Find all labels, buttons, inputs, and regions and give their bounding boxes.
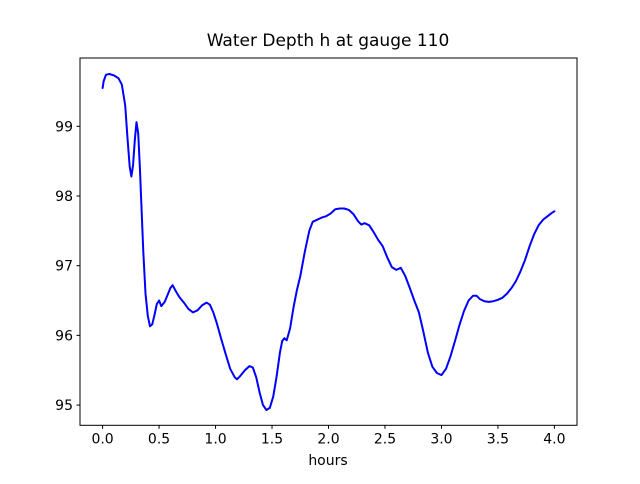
x-tick-label: 2.5 [374,431,396,447]
y-tick-label: 98 [55,189,73,205]
data-line-h [101,73,556,411]
x-tick-label: 3.5 [487,431,509,447]
axes-spines [79,57,578,426]
chart-title: Water Depth h at gauge 110 [207,31,450,51]
x-tick-label: 1.5 [261,431,283,447]
plot-area: 0.0 0.5 1.0 1.5 2.0 2.5 3.0 3.5 4.0 95 96 97 98 99 [55,57,578,447]
x-tick-label: 1.0 [204,431,226,447]
y-tick-label: 99 [55,119,73,135]
x-tick-label: 3.0 [430,431,452,447]
x-tick-label: 4.0 [543,431,565,447]
y-tick-label: 96 [55,328,73,344]
y-tick-label: 97 [55,259,73,275]
y-tick-label: 95 [55,398,73,414]
x-tick-label: 0.5 [148,431,170,447]
x-tick-label: 2.0 [317,431,339,447]
x-axis-label: hours [308,453,347,469]
x-tick-label: 0.0 [91,431,113,447]
